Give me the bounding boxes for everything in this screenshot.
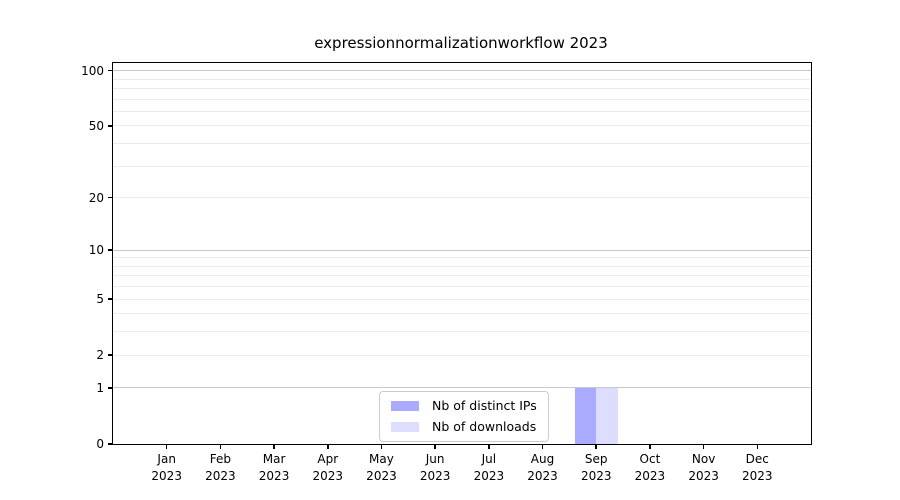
gridline-minor xyxy=(113,197,811,199)
x-tick xyxy=(434,444,436,449)
x-tick xyxy=(702,444,705,449)
legend-item: Nb of distinct IPs xyxy=(391,398,537,414)
gridline-minor xyxy=(113,286,811,288)
y-tick-label: 10 xyxy=(88,243,104,257)
x-tick xyxy=(380,444,383,449)
x-tick xyxy=(327,444,329,449)
x-tick-label: Feb 2023 xyxy=(205,452,236,483)
x-tick-label: Jan 2023 xyxy=(151,452,182,483)
legend: Nb of distinct IPs Nb of downloads xyxy=(379,391,549,442)
gridline-minor xyxy=(113,275,811,277)
y-tick xyxy=(108,196,113,199)
y-tick-label: 50 xyxy=(88,118,104,133)
x-tick xyxy=(273,444,275,449)
legend-swatch xyxy=(391,422,419,432)
x-tick-label: Nov 2023 xyxy=(688,452,719,483)
x-tick-label: Apr 2023 xyxy=(312,452,344,483)
bar xyxy=(574,387,597,444)
plot-area: 0 1 2 5 10 20 50 100 Jan 2023 Feb 2023 Mar 2023 Apr… xyxy=(81,62,812,483)
gridline-minor xyxy=(113,265,811,267)
y-tick xyxy=(108,125,113,127)
y-tick-label: 20 xyxy=(88,190,104,205)
x-tick-label: Sep 2023 xyxy=(580,452,612,483)
gridline-minor xyxy=(113,313,811,315)
y-tick xyxy=(108,354,113,356)
gridline-minor xyxy=(113,298,811,300)
x-tick-label: Aug 2023 xyxy=(527,452,558,483)
y-tick xyxy=(108,443,113,445)
y-tick xyxy=(108,387,113,389)
gridline-minor xyxy=(113,125,811,127)
y-tick-label: 5 xyxy=(96,292,104,307)
gridline-minor xyxy=(113,143,811,145)
y-tick xyxy=(108,249,113,251)
gridline-minor xyxy=(113,354,811,356)
x-tick-label: May 2023 xyxy=(366,452,397,483)
x-tick xyxy=(756,444,759,449)
y-tick-label: 100 xyxy=(81,63,104,78)
bar xyxy=(596,387,618,444)
gridline-major xyxy=(113,70,811,72)
x-tick xyxy=(649,444,651,449)
gridline-minor xyxy=(113,165,811,167)
x-tick-label: Jun 2023 xyxy=(419,452,451,483)
x-tick-label: Dec 2023 xyxy=(742,452,773,483)
y-tick xyxy=(108,298,113,300)
x-tick-label: Mar 2023 xyxy=(258,452,290,483)
x-tick xyxy=(219,444,222,449)
gridline-minor xyxy=(113,98,811,100)
x-tick xyxy=(595,444,597,449)
x-tick-label: Oct 2023 xyxy=(634,452,666,483)
legend-label: Nb of distinct IPs xyxy=(432,398,537,413)
gridline-minor xyxy=(113,87,811,89)
gridline-minor xyxy=(113,257,811,259)
x-tick xyxy=(165,444,168,449)
legend-item: Nb of downloads xyxy=(391,419,537,435)
gridline-minor xyxy=(113,331,811,333)
y-tick xyxy=(108,69,113,72)
gridline-minor xyxy=(113,110,811,112)
x-tick xyxy=(541,444,544,449)
gridline-major xyxy=(113,387,811,389)
legend-label: Nb of downloads xyxy=(432,419,537,434)
x-tick-label: Jul 2023 xyxy=(473,452,505,483)
y-tick-label: 1 xyxy=(96,380,104,395)
chart-title: expressionnormalizationworkflow 2023 xyxy=(314,34,608,52)
y-tick-label: 2 xyxy=(96,348,104,363)
legend-swatch xyxy=(391,401,419,411)
x-tick xyxy=(488,444,490,449)
y-tick-label: 0 xyxy=(96,437,104,451)
gridline-major xyxy=(113,249,811,251)
gridline-minor xyxy=(113,78,811,80)
